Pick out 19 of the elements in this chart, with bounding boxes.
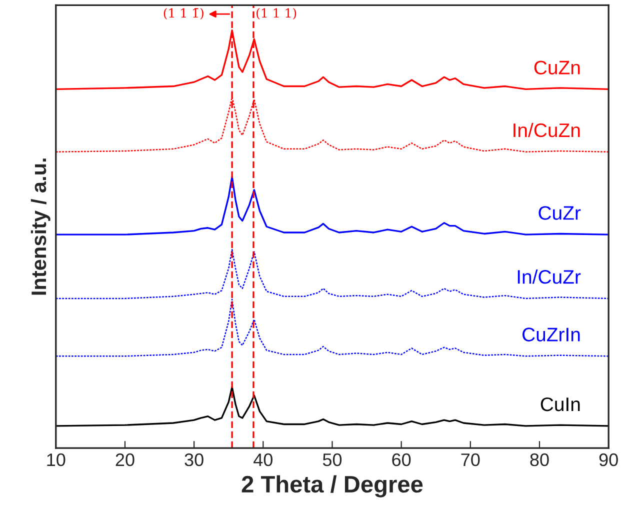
x-tick-label: 10 [47, 453, 66, 466]
series-label: CuIn [540, 397, 580, 412]
y-axis-title: Intensity / a.u. [30, 158, 50, 295]
text: (1 1 1) [256, 8, 296, 20]
x-tick-label: 60 [392, 453, 411, 466]
x-axis-title: 2 Theta / Degree [242, 475, 423, 498]
x-tick-label: 80 [530, 453, 549, 466]
series-label: In/CuZr [518, 270, 581, 284]
x-tick-label: 50 [322, 453, 342, 466]
series-label: CuZrIn [522, 328, 580, 342]
series-label: CuZr [538, 206, 581, 220]
x-tick-label: 40 [254, 453, 272, 466]
x-tick-label: 90 [599, 453, 618, 466]
text: (1 1 1̄) [164, 8, 204, 20]
x-tick-label: 20 [116, 453, 134, 466]
series-label: In/CuZn [514, 122, 580, 138]
x-tick-label: 30 [184, 453, 204, 466]
x-tick-label: 70 [461, 453, 480, 466]
series-label: CuZn [534, 60, 580, 74]
